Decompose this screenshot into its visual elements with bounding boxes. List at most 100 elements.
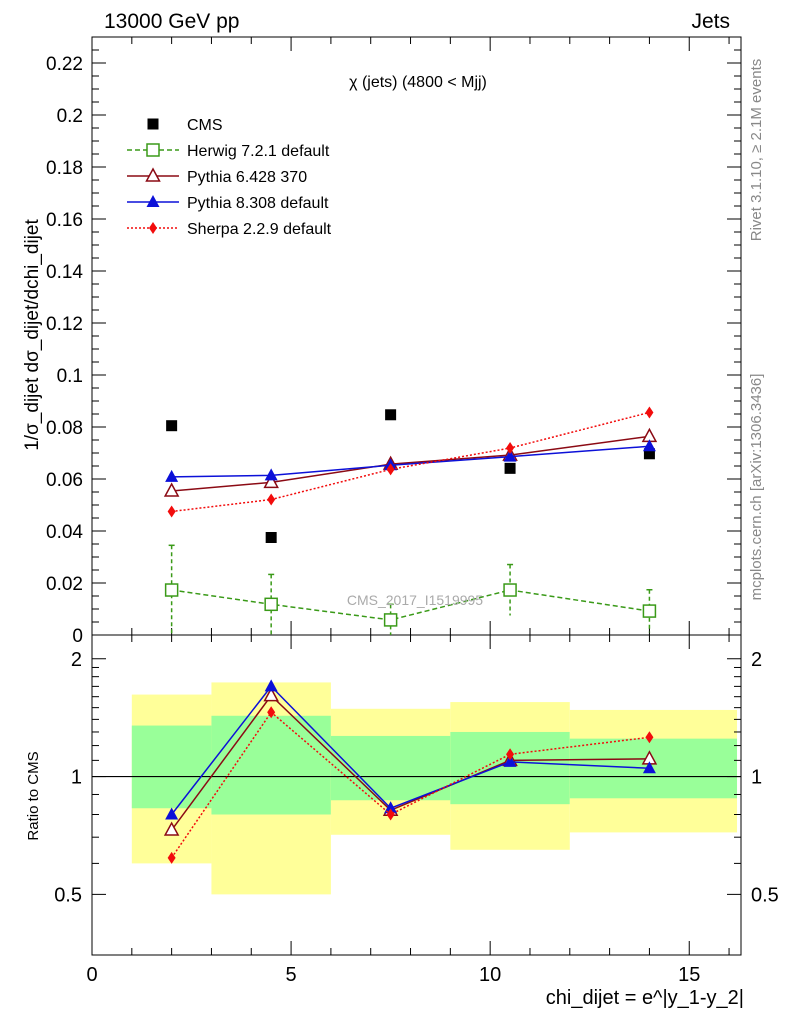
x-tick-label-0: 0 <box>86 964 97 986</box>
series-line-4 <box>171 411 650 513</box>
point-4-0 <box>167 505 176 518</box>
ratio-plot-frame <box>91 634 742 956</box>
ratio-point-2-4 <box>645 731 654 744</box>
legend-marker-0 <box>147 118 159 130</box>
ratio-band-inner-1 <box>211 715 331 815</box>
ratio-point-2-2 <box>386 808 395 821</box>
y-tick-label-4: 0.08 <box>46 418 83 439</box>
series-line-1 <box>171 589 650 621</box>
point-0-1 <box>265 532 277 543</box>
point-4-1 <box>267 493 276 506</box>
ratio-band-inner-3 <box>450 731 570 805</box>
ratio-point-1-4 <box>642 761 656 774</box>
y-tick-label-0: 0 <box>72 626 83 647</box>
point-4-2 <box>386 463 395 476</box>
series-1 <box>164 544 657 635</box>
ratio-point-1-0 <box>165 807 179 820</box>
point-1-0 <box>164 583 179 597</box>
legend: CMS Herwig 7.2.1 default Pythia 6.428 370 P… <box>127 117 332 238</box>
ratio-y-axis-label: Ratio to CMS <box>25 751 42 840</box>
series-2 <box>163 427 658 497</box>
axis-ticks: 0 0.02 0.04 0.06 0.08 0.1 0.12 0.14 0.16 0.18 0.2 0… <box>46 37 779 986</box>
legend-label-3: Pythia 8.308 default <box>187 195 329 212</box>
y-axis-label: 1/σ_dijet dσ_dijet/dchi_dijet <box>22 219 43 451</box>
legend-entry-0: CMS <box>147 117 223 134</box>
legend-entry-2: Pythia 6.428 370 <box>127 167 307 186</box>
ratio-point-2-0 <box>167 851 176 864</box>
ratio-y-tick-label-right-2: 2 <box>751 649 762 671</box>
y-tick-label-6: 0.12 <box>46 314 83 335</box>
ratio-bands <box>131 682 738 895</box>
y-tick-label-3: 0.06 <box>46 470 83 491</box>
point-0-4 <box>643 448 655 460</box>
series-0 <box>166 409 655 543</box>
point-1-3 <box>503 583 517 597</box>
legend-label-0: CMS <box>187 117 223 134</box>
series-line-3 <box>171 445 650 478</box>
watermark: CMS_2017_I1519995 <box>347 592 483 608</box>
ratio-band-inner-4 <box>569 738 738 799</box>
ratio-y-tick-label-right-0: 0.5 <box>751 884 779 906</box>
legend-label-4: Sherpa 2.2.9 default <box>187 221 332 238</box>
x-tick-label-1: 5 <box>286 964 297 986</box>
ratio-point-1-2 <box>384 801 398 814</box>
ratio-point-2-1 <box>267 706 276 719</box>
y-tick-label-1: 0.02 <box>46 574 83 595</box>
legend-label-1: Herwig 7.2.1 default <box>187 143 330 160</box>
point-0-0 <box>166 420 178 432</box>
point-2-0 <box>163 482 180 497</box>
point-3-4 <box>642 439 656 452</box>
point-2-1 <box>263 473 279 489</box>
point-1-1 <box>264 597 278 612</box>
y-tick-label-9: 0.18 <box>46 158 83 179</box>
legend-label-2: Pythia 6.428 370 <box>187 169 307 186</box>
chart-title: χ (jets) (4800 < Mjj) <box>349 74 487 91</box>
ratio-y-tick-label-2: 2 <box>71 649 82 671</box>
ratio-y-tick-label-0: 0.5 <box>54 884 82 906</box>
ratio-point-1-1 <box>264 679 278 692</box>
legend-entry-4: Sherpa 2.2.9 default <box>127 221 332 238</box>
y-tick-label-7: 0.14 <box>46 262 83 283</box>
ratio-point-2-3 <box>506 748 515 761</box>
legend-marker-3 <box>146 195 160 207</box>
ratio-point-0-1 <box>263 687 279 702</box>
y-tick-label-11: 0.22 <box>46 54 83 75</box>
x-axis-label: chi_dijet = e^|y_1-y_2| <box>546 987 744 1009</box>
mcplots-label: mcplots.cern.ch [arXiv:1306.3436] <box>748 374 765 601</box>
legend-marker-1 <box>146 143 160 157</box>
series-4 <box>167 406 654 518</box>
ratio-series-1 <box>165 679 656 820</box>
point-3-0 <box>165 469 179 482</box>
header-left: 13000 GeV pp <box>104 10 239 33</box>
y-tick-label-5: 0.1 <box>57 366 83 387</box>
ratio-series-2 <box>167 706 654 864</box>
ratio-point-1-3 <box>503 754 517 767</box>
ratio-y-tick-label-right-1: 1 <box>751 767 762 789</box>
ratio-band-inner-2 <box>330 735 451 801</box>
series-layer <box>163 406 658 635</box>
rivet-label: Rivet 3.1.10, ≥ 2.1M events <box>748 59 765 242</box>
y-tick-label-2: 0.04 <box>46 522 83 543</box>
legend-marker-2 <box>145 167 161 182</box>
ratio-layer <box>163 679 658 864</box>
legend-entry-1: Herwig 7.2.1 default <box>127 143 330 160</box>
point-1-4 <box>642 604 657 618</box>
ratio-point-0-0 <box>163 821 180 836</box>
point-4-3 <box>506 442 515 455</box>
point-3-3 <box>503 449 517 462</box>
ratio-y-tick-label-1: 1 <box>71 767 82 789</box>
point-1-2 <box>383 613 398 627</box>
legend-marker-4 <box>149 222 157 234</box>
header-right: Jets <box>691 10 730 33</box>
y-tick-label-8: 0.16 <box>46 210 83 231</box>
legend-entry-3: Pythia 8.308 default <box>127 195 329 212</box>
point-0-3 <box>504 462 516 474</box>
ratio-band-inner-0 <box>131 725 212 809</box>
y-tick-label-10: 0.2 <box>57 106 83 127</box>
point-3-1 <box>264 468 278 481</box>
x-tick-label-3: 15 <box>678 964 700 986</box>
point-4-4 <box>645 406 654 419</box>
x-tick-label-2: 10 <box>479 964 501 986</box>
point-0-2 <box>385 409 397 421</box>
